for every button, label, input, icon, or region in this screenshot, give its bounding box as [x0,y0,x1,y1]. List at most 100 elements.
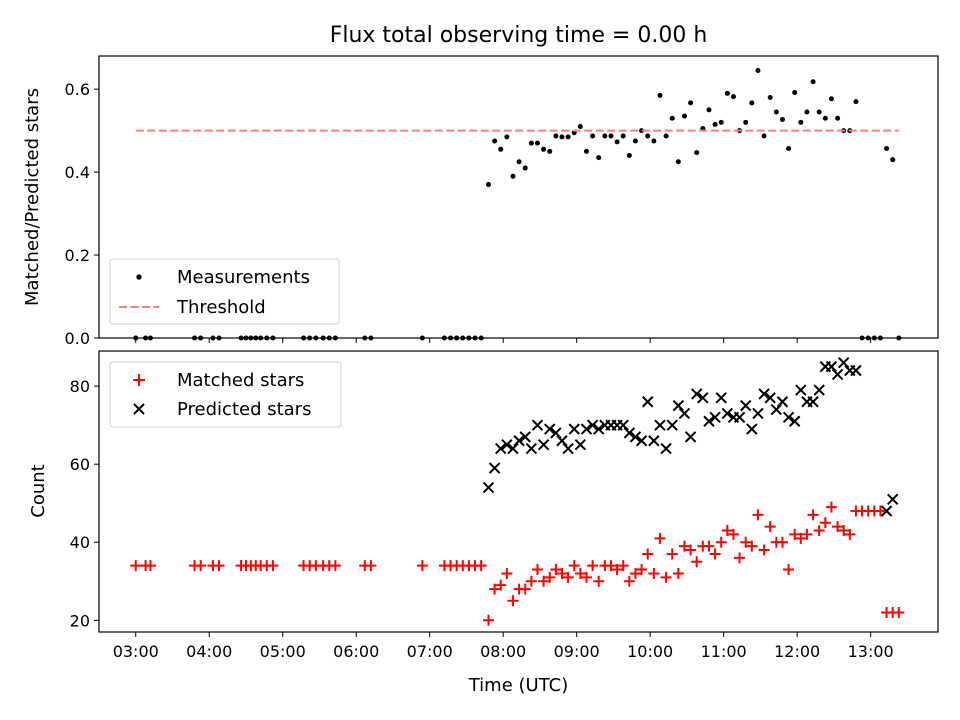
data-point [678,407,691,420]
data-point [528,140,534,146]
data-point [783,564,795,576]
data-point [590,133,596,139]
x-tick-label: 03:00 [113,642,159,661]
data-point [556,567,568,579]
ylabel-count: Count [28,464,49,517]
series-matched-stars [130,501,905,626]
data-point [816,109,822,115]
data-point [620,133,626,139]
y-tick-label: 0.2 [65,246,90,265]
data-point [144,560,156,572]
data-point [684,431,697,443]
data-point [660,571,672,583]
data-point [501,567,513,579]
data-point [832,521,844,533]
data-point [608,133,614,139]
data-point [654,532,666,544]
data-point [822,115,828,121]
data-point [795,384,807,396]
data-point [626,153,632,159]
data-point [525,442,538,455]
data-point [195,560,207,572]
data-point [525,575,537,587]
data-point [574,567,586,579]
data-point [213,560,225,572]
data-point [629,567,641,579]
legend-threshold-label: Threshold [176,297,266,318]
data-point [819,517,831,529]
data-point [488,462,501,474]
data-point [798,119,804,125]
data-point [614,139,620,145]
data-point [648,567,660,579]
data-point [740,536,752,548]
data-point [596,155,602,161]
data-point [636,564,648,576]
data-point [801,528,813,540]
data-point [703,415,715,427]
data-point [657,92,663,98]
data-point [642,548,654,560]
data-point [537,438,550,451]
data-point [727,528,739,540]
data-point [691,388,703,400]
data-point [329,560,341,572]
y-tick-label: 0.0 [65,329,90,348]
data-point [776,396,789,408]
data-point [893,606,905,618]
data-point [709,411,721,424]
data-point [675,159,681,165]
data-point [531,419,544,431]
data-point [666,548,678,560]
data-point [534,140,540,146]
data-point [547,148,553,154]
x-tick-label: 11:00 [701,642,747,661]
y-tick-label: 0.6 [65,80,90,99]
data-point [764,521,776,533]
data-point [553,133,559,139]
data-point [786,145,792,151]
data-point [886,493,899,506]
data-point [838,525,850,537]
data-point [510,173,516,179]
data-point [587,560,599,572]
data-point [691,556,703,568]
data-point [758,388,770,400]
data-point [835,115,841,121]
data-point [672,567,684,579]
xlabel-time: Time (UTC) [468,675,569,696]
x-tick-label: 08:00 [480,642,526,661]
data-point [654,419,666,431]
series-measurements [133,68,902,341]
axes-frame [98,55,939,339]
ylabel-ratio: Matched/Predicted stars [22,88,43,306]
ratio-panel: 0.0 0.2 0.4 0.6 [65,55,939,348]
data-point [773,109,779,115]
data-point [853,99,859,105]
legend-predicted-marker [133,403,145,415]
data-point [605,560,617,572]
data-point [807,509,819,521]
series-predicted-stars [482,357,899,517]
data-point [602,133,608,139]
data-point [635,435,648,447]
data-point [267,560,279,572]
data-point [813,525,825,537]
data-point [663,133,669,139]
data-point [672,399,685,412]
data-point [743,119,749,125]
legend-count-frame [109,361,342,428]
y-tick-label: 20 [70,611,90,630]
data-point [761,133,767,139]
legend-predicted-label: Predicted stars [177,399,311,420]
data-point [513,435,525,447]
data-point [489,583,501,595]
data-point [507,442,519,455]
x-tick-label: 09:00 [554,642,600,661]
data-point [770,403,783,416]
data-point [764,392,776,404]
data-point [721,525,733,537]
data-point [648,435,660,447]
legend-matched-marker [133,374,145,386]
data-point [639,128,645,134]
